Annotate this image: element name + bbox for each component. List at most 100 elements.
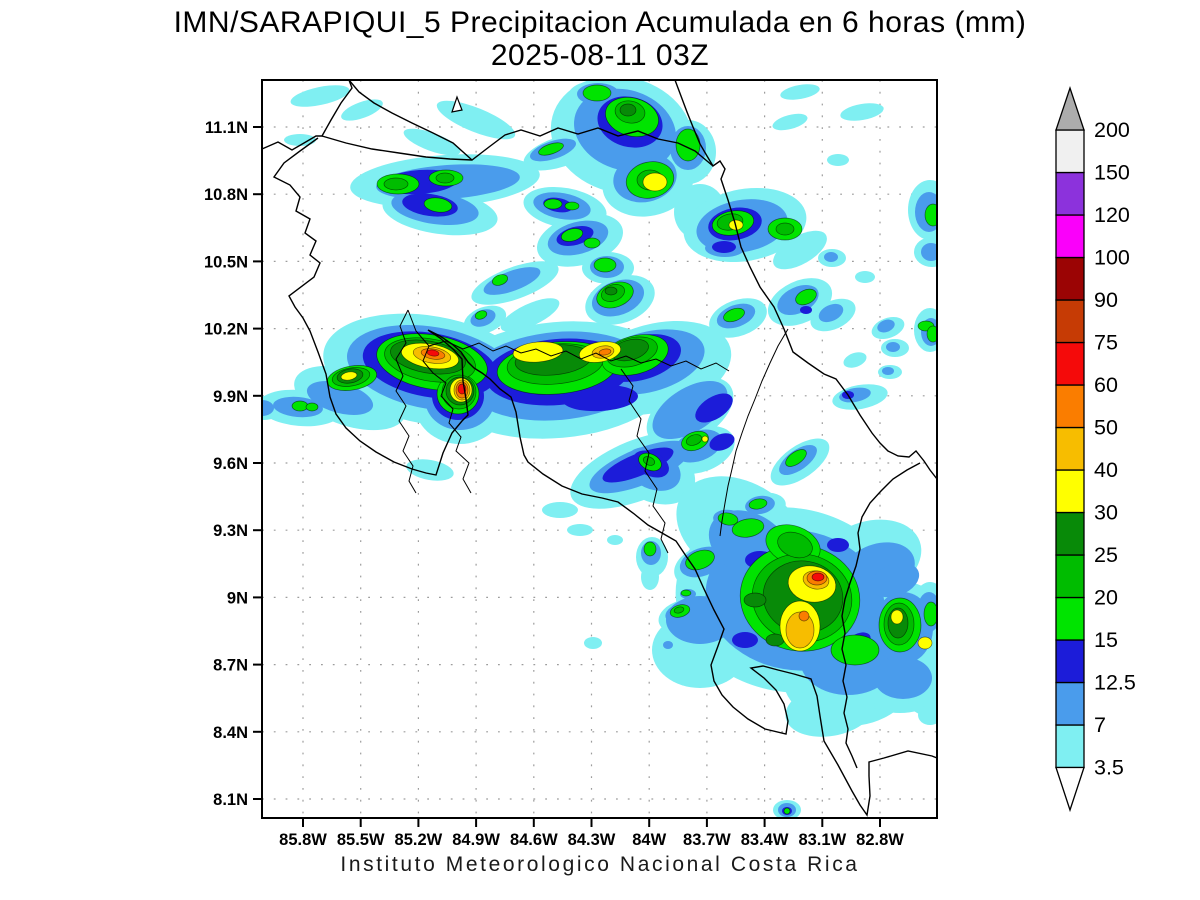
- precip-blob-level-3.5: [542, 502, 578, 518]
- precip-blob-level-12.5: [827, 538, 849, 552]
- colorbar-box-40: [1055, 426, 1085, 471]
- precip-blob-level-12.5: [800, 306, 812, 314]
- colorbar-label: 40: [1094, 458, 1118, 482]
- colorbar-box-7: [1055, 681, 1085, 726]
- colorbar-label: 200: [1094, 118, 1130, 142]
- precip-blob-level-3.5: [406, 459, 454, 481]
- precip-blob-level-15: [783, 807, 791, 815]
- x-tick-label: 82.8W: [856, 831, 904, 849]
- precip-blob-level-3.5: [773, 230, 827, 270]
- colorbar-label: 30: [1094, 501, 1118, 525]
- precip-blob-level-30: [890, 609, 904, 625]
- precip-blob-level-15: [731, 518, 765, 538]
- axis-ticks: [253, 126, 881, 827]
- precip-blob-level-3.5: [772, 113, 808, 131]
- precip-blob-level-7: [483, 267, 541, 295]
- colorbar-box-3.5: [1055, 724, 1085, 769]
- colorbar-label: 150: [1094, 161, 1130, 185]
- x-tick-label: 83.4W: [741, 831, 789, 849]
- precip-blob-level-15: [643, 541, 657, 557]
- precip-blob-level-3.5: [290, 85, 350, 107]
- colorbar-label: 120: [1094, 203, 1130, 227]
- precip-blob-level-3.5: [843, 352, 867, 368]
- precip-blob-level-15: [305, 402, 319, 412]
- precip-blob-level-3.5: [827, 154, 849, 166]
- precip-blob-level-15: [564, 201, 580, 211]
- precip-blob-level-15: [795, 288, 817, 306]
- lake-island: [451, 95, 463, 113]
- colorbar-box-90: [1055, 256, 1085, 301]
- precip-blob-level-30: [701, 435, 709, 443]
- precip-blob-level-20: [685, 434, 703, 446]
- precip-blob-level-15: [560, 228, 584, 242]
- precip-blob-level-7: [870, 562, 920, 598]
- precip-blob-level-3.5: [284, 134, 316, 146]
- colorbar-box-150: [1055, 129, 1085, 174]
- precip-blob-level-7: [666, 596, 734, 644]
- precip-blob-level-25: [743, 592, 767, 608]
- colorbar-label: 12.5: [1094, 671, 1136, 695]
- inland-boundary: [395, 309, 417, 494]
- precip-blob-level-15: [723, 307, 745, 323]
- precip-blob-level-20: [642, 456, 656, 466]
- colorbar-labels: 3.5 7 12.5 15 20 25 30 40 50 60 75 90 100 120 150 200: [1094, 118, 1136, 780]
- inland-boundary: [407, 309, 472, 494]
- colorbar-label: 60: [1094, 373, 1118, 397]
- x-tick-label: 83.1W: [798, 831, 846, 849]
- y-tick-label: 8.4N: [213, 724, 248, 742]
- x-tick-label: 84.3W: [568, 831, 616, 849]
- map-frame: [261, 79, 938, 819]
- colorbar-label: 20: [1094, 586, 1118, 610]
- y-tick-label: 9N: [227, 589, 248, 607]
- precip-blob-level-7: [877, 319, 895, 333]
- colorbar: [1055, 85, 1085, 813]
- precip-blob-level-30: [917, 636, 933, 650]
- precip-blob-level-20: [673, 606, 685, 614]
- y-tick-label: 9.3N: [213, 522, 248, 540]
- precip-blob-level-3.5: [780, 84, 820, 100]
- x-tick-label: 85.8W: [279, 831, 327, 849]
- x-tick-label: 84.6W: [510, 831, 558, 849]
- y-tick-label: 10.8N: [204, 186, 248, 204]
- precip-blob-level-20: [775, 222, 795, 236]
- y-tick-label: 10.5N: [204, 253, 248, 271]
- geography-layer: [262, 80, 937, 817]
- precip-blob-level-15: [583, 237, 601, 249]
- axis-labels: 85.8W 85.5W 85.2W 84.9W 84.6W 84.3W 84W 83.7W 83…: [204, 119, 904, 849]
- coastline: [841, 462, 921, 769]
- precip-blob-level-15: [830, 634, 880, 666]
- precip-blob-level-12.5: [732, 632, 758, 648]
- inland-boundary: [719, 328, 789, 537]
- precip-blob-level-15: [474, 310, 488, 320]
- y-tick-label: 9.9N: [213, 388, 248, 406]
- y-tick-label: 8.1N: [213, 791, 248, 809]
- precip-blob-level-7: [874, 657, 932, 699]
- colorbar-label: 15: [1094, 628, 1118, 652]
- precip-blob-level-25: [604, 286, 618, 296]
- precip-blob-level-15: [423, 197, 453, 213]
- colorbar-box-75: [1055, 299, 1085, 344]
- precip-blob-level-20: [777, 531, 813, 559]
- precip-blob-level-3.5: [500, 298, 560, 332]
- coastline: [348, 80, 473, 161]
- coastline: [262, 80, 353, 151]
- precip-blob-level-7: [921, 243, 937, 261]
- colorbar-label: 50: [1094, 416, 1118, 440]
- precip-blob-level-30: [340, 371, 358, 381]
- colorbar-label: 90: [1094, 288, 1118, 312]
- colorbar-box-25: [1055, 511, 1085, 556]
- precip-blob-level-15: [538, 142, 564, 156]
- precip-blob-level-25: [619, 103, 637, 117]
- precip-blob-level-12.5: [562, 384, 638, 412]
- colorbar-box-100: [1055, 214, 1085, 259]
- colorbar-arrow-above: [1055, 85, 1085, 131]
- precip-blob-level-7: [886, 342, 900, 352]
- precip-blob-level-3.5: [584, 637, 602, 649]
- precip-blob-level-15: [291, 400, 309, 412]
- precip-blob-level-40: [785, 611, 815, 649]
- precip-blob-level-7: [663, 641, 673, 649]
- precip-blob-level-15: [543, 198, 563, 210]
- precip-blob-level-12.5: [695, 393, 733, 423]
- colorbar-label: 7: [1094, 713, 1106, 737]
- x-tick-label: 84W: [632, 831, 666, 849]
